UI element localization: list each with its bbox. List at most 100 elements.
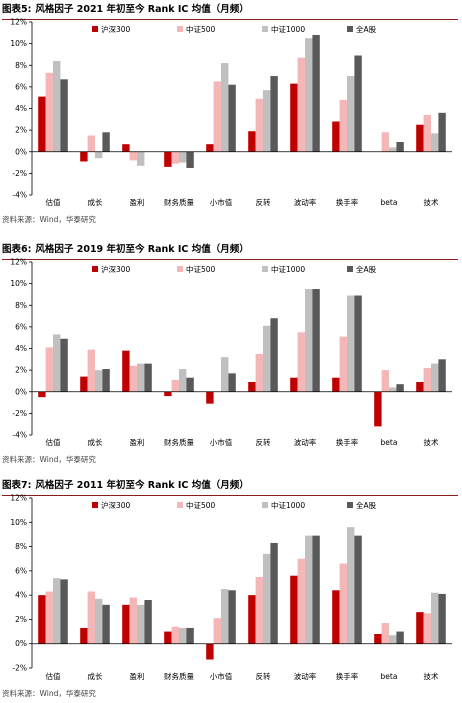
bar xyxy=(431,363,439,392)
bar xyxy=(431,592,439,644)
legend-label: 全A股 xyxy=(356,500,377,510)
legend-label: 中证1000 xyxy=(271,264,305,274)
bar xyxy=(332,121,340,152)
bar xyxy=(80,627,88,644)
bar xyxy=(60,338,68,392)
bar xyxy=(102,132,110,152)
bar xyxy=(53,334,61,392)
bar xyxy=(164,631,172,644)
bar xyxy=(38,96,46,152)
y-tick-label: -2% xyxy=(12,409,27,418)
legend-label: 中证500 xyxy=(186,24,216,34)
source-note: 资料来源：Wind，华泰研究 xyxy=(2,215,96,224)
y-tick-label: 4% xyxy=(15,104,27,113)
category-label: 财务质量 xyxy=(164,437,194,447)
legend-label: 中证1000 xyxy=(271,24,305,34)
bar xyxy=(305,289,313,392)
chart-title: 风格因子 2011 年初至今 Rank IC 均值（月频） xyxy=(35,480,249,491)
category-label: 换手率 xyxy=(336,197,359,207)
bar xyxy=(297,332,305,392)
category-label: 盈利 xyxy=(130,671,145,681)
category-label: beta xyxy=(381,198,398,207)
bar xyxy=(423,613,431,644)
legend-swatch xyxy=(177,266,183,272)
bar xyxy=(228,590,236,644)
y-tick-label: -2% xyxy=(12,169,27,178)
bar xyxy=(38,391,46,398)
y-tick-label: 10% xyxy=(10,279,27,288)
bar xyxy=(248,595,256,644)
bar xyxy=(290,377,298,392)
bar xyxy=(60,79,68,152)
bar xyxy=(374,391,382,427)
bar xyxy=(122,144,130,152)
bar xyxy=(102,369,110,392)
category-label: 财务质量 xyxy=(164,671,194,681)
bar xyxy=(137,363,145,392)
bar xyxy=(206,391,214,404)
bar xyxy=(416,612,424,644)
bar xyxy=(221,63,229,152)
bar xyxy=(95,151,103,159)
y-tick-label: 6% xyxy=(15,566,27,575)
bar xyxy=(95,370,103,392)
bar xyxy=(95,598,103,644)
bar xyxy=(122,604,130,644)
bar xyxy=(255,98,263,152)
bar xyxy=(305,38,313,152)
bar xyxy=(213,618,221,644)
bar xyxy=(255,353,263,392)
bar xyxy=(137,604,145,644)
category-label: beta xyxy=(381,438,398,447)
bar xyxy=(312,535,320,644)
bar xyxy=(270,542,278,644)
legend-swatch xyxy=(177,26,183,32)
bar xyxy=(45,72,53,152)
bar xyxy=(206,144,214,152)
bar xyxy=(389,635,397,644)
bar xyxy=(171,626,179,644)
y-tick-label: 8% xyxy=(15,61,27,70)
bar xyxy=(297,57,305,152)
category-label: 反转 xyxy=(256,671,271,681)
chart-title-bar: 图表6: 风格因子 2019 年初至今 Rank IC 均值（月频） xyxy=(2,242,458,260)
bar xyxy=(423,114,431,152)
bar xyxy=(389,147,397,152)
category-label: 反转 xyxy=(256,437,271,447)
category-label: 小市值 xyxy=(210,197,233,207)
bar xyxy=(129,151,137,161)
category-label: 估值 xyxy=(46,437,61,447)
legend-label: 沪深300 xyxy=(101,24,131,34)
y-tick-label: 12% xyxy=(10,18,27,27)
legend-label: 沪深300 xyxy=(101,500,131,510)
bar xyxy=(144,363,152,392)
bar xyxy=(38,595,46,644)
category-label: 反转 xyxy=(256,197,271,207)
bar xyxy=(381,132,389,152)
y-tick-label: 4% xyxy=(15,344,27,353)
category-label: 波动率 xyxy=(294,671,317,681)
legend-swatch xyxy=(347,502,353,508)
legend-swatch xyxy=(92,266,98,272)
category-label: 成长 xyxy=(88,197,103,207)
y-tick-label: 8% xyxy=(15,301,27,310)
category-label: 换手率 xyxy=(336,437,359,447)
y-tick-label: -4% xyxy=(12,191,27,200)
bar xyxy=(396,142,404,152)
bar xyxy=(80,151,88,162)
y-tick-label: 0% xyxy=(15,639,27,648)
category-label: 盈利 xyxy=(130,437,145,447)
bar xyxy=(221,589,229,644)
chart-title: 风格因子 2019 年初至今 Rank IC 均值（月频） xyxy=(35,244,249,255)
bar xyxy=(248,382,256,392)
bar xyxy=(347,76,355,152)
bar xyxy=(164,151,172,167)
bar xyxy=(423,367,431,392)
y-tick-label: 0% xyxy=(15,147,27,156)
category-label: 财务质量 xyxy=(164,197,194,207)
chart-panel-1: 图表5: 风格因子 2021 年初至今 Rank IC 均值（月频） -4% -2%… xyxy=(0,2,462,227)
chart-title: 风格因子 2021 年初至今 Rank IC 均值（月频） xyxy=(35,4,249,15)
legend-label: 全A股 xyxy=(356,24,377,34)
y-tick-label: 6% xyxy=(15,82,27,91)
bar-chart: -4% -2% 0% 2% 4% 6% 8% 10% 12% 估值 成长 盈利 财务质量 小市值 反转 波动率… xyxy=(10,18,452,207)
